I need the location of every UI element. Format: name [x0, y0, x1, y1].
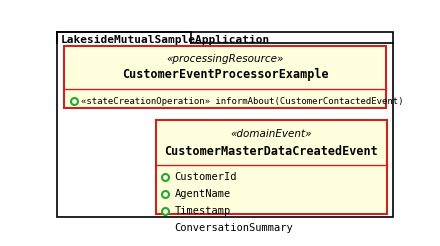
Text: CustomerEventProcessorExample: CustomerEventProcessorExample: [122, 68, 328, 81]
Text: Timestamp: Timestamp: [174, 206, 231, 216]
Bar: [156, 120, 387, 214]
Text: «processingResource»: «processingResource»: [166, 54, 284, 64]
Text: AgentName: AgentName: [174, 189, 231, 199]
Text: «stateCreationOperation» informAbout(CustomerContactedEvent): «stateCreationOperation» informAbout(Cus…: [81, 97, 404, 106]
Text: CustomerId: CustomerId: [174, 172, 237, 182]
Text: «domainEvent»: «domainEvent»: [231, 129, 312, 139]
Bar: [64, 46, 386, 108]
Text: LakesideMutualSampleApplication: LakesideMutualSampleApplication: [61, 34, 271, 45]
Text: ConversationSummary: ConversationSummary: [174, 223, 293, 233]
Text: CustomerMasterDataCreatedEvent: CustomerMasterDataCreatedEvent: [165, 145, 378, 158]
